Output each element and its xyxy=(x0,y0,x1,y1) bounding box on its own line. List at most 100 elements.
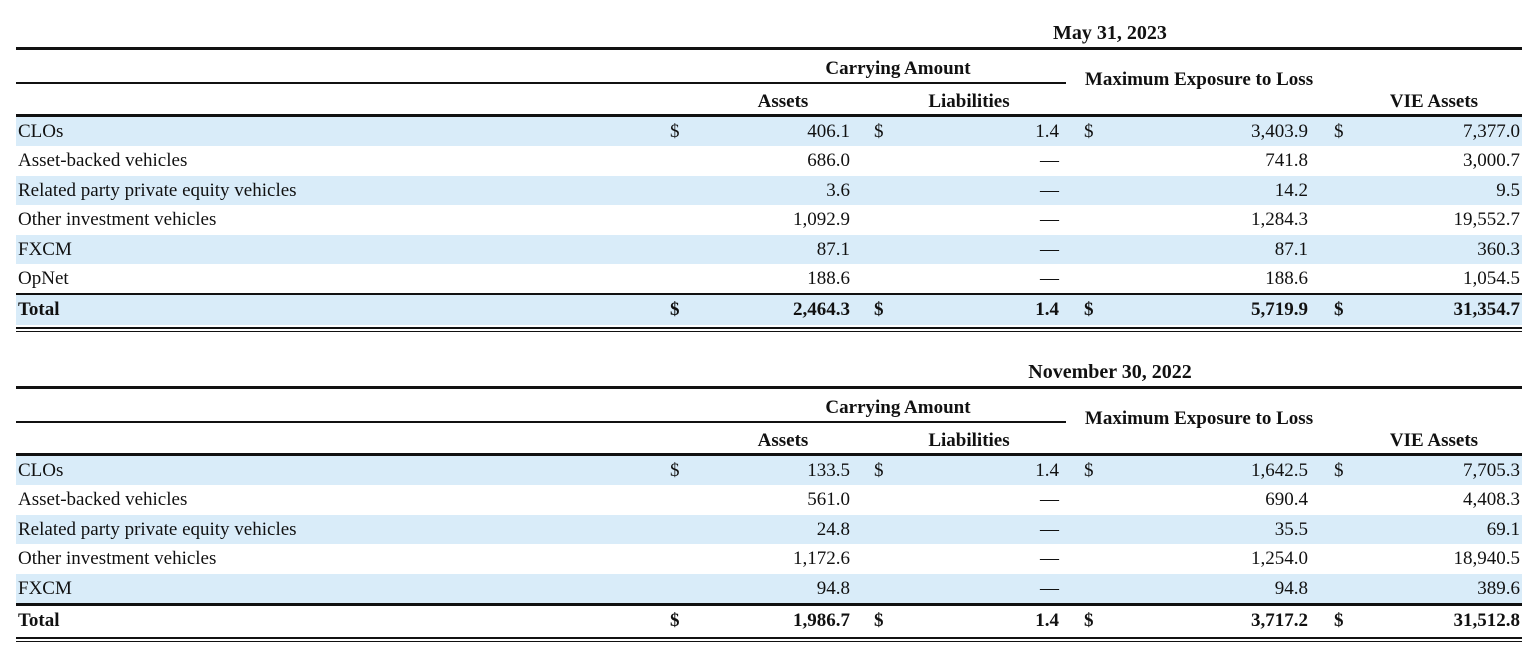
currency-symbol: $ xyxy=(874,121,884,142)
liabilities-value: — xyxy=(1040,150,1059,172)
row-label: CLOs xyxy=(18,121,64,142)
assets-value: 94.8 xyxy=(816,577,850,599)
table-row: CLOs $ 406.1 $ 1.4 $ 3,403.9 $ 7,377.0 xyxy=(16,117,1522,147)
carrying-amount-header: Carrying Amount xyxy=(825,397,971,418)
max-exposure-value: 35.5 xyxy=(1274,518,1308,540)
double-rule-top xyxy=(16,637,1522,640)
assets-value: 1,172.6 xyxy=(793,548,850,570)
liabilities-value: — xyxy=(1040,209,1059,231)
assets-value: 24.8 xyxy=(816,518,850,540)
liabilities-header: Liabilities xyxy=(928,91,1010,112)
max-exposure-value: 1,642.5 xyxy=(1251,460,1308,481)
table-row: FXCM 94.8 — 94.8 389.6 xyxy=(16,573,1522,603)
max-exposure-value: 690.4 xyxy=(1265,489,1308,511)
assets-total: 1,986.7 xyxy=(793,609,850,631)
assets-value: 87.1 xyxy=(816,238,850,260)
liabilities-value: 1.4 xyxy=(1035,121,1059,142)
currency-symbol: $ xyxy=(1084,121,1094,142)
row-label: FXCM xyxy=(18,577,72,599)
column-header-rule xyxy=(16,453,1522,456)
period-title: November 30, 2022 xyxy=(1028,361,1192,383)
max-exposure-header: Maximum Exposure to Loss xyxy=(1084,408,1314,429)
currency-symbol: $ xyxy=(1084,460,1094,481)
carrying-amount-rule xyxy=(16,421,1066,423)
table-row: OpNet 188.6 — 188.6 1,054.5 xyxy=(16,264,1522,293)
period-title: May 31, 2023 xyxy=(1053,22,1167,44)
table-row: Other investment vehicles 1,172.6 — 1,25… xyxy=(16,544,1522,573)
row-label: Related party private equity vehicles xyxy=(18,518,297,540)
assets-header: Assets xyxy=(757,91,809,112)
max-exposure-value: 1,254.0 xyxy=(1251,548,1308,570)
liabilities-value: — xyxy=(1040,267,1059,289)
assets-total: 2,464.3 xyxy=(793,299,850,321)
vie-assets-total: 31,512.8 xyxy=(1453,609,1521,631)
vie-assets-value: 1,054.5 xyxy=(1463,267,1520,289)
vie-assets-value: 360.3 xyxy=(1477,238,1520,260)
currency-symbol: $ xyxy=(1084,299,1094,321)
vie-assets-value: 7,705.3 xyxy=(1463,460,1520,481)
max-exposure-value: 1,284.3 xyxy=(1251,209,1308,231)
total-rule xyxy=(16,293,1522,296)
row-label: Asset-backed vehicles xyxy=(18,489,188,511)
double-rule-bottom xyxy=(16,641,1522,643)
carrying-amount-rule xyxy=(16,82,1066,84)
row-label: CLOs xyxy=(18,460,64,481)
header-rule xyxy=(16,47,1522,50)
liabilities-value: — xyxy=(1040,518,1059,540)
assets-value: 686.0 xyxy=(807,150,850,172)
liabilities-header: Liabilities xyxy=(928,430,1010,451)
currency-symbol: $ xyxy=(1334,299,1344,321)
max-exposure-total: 3,717.2 xyxy=(1251,609,1308,631)
total-label: Total xyxy=(18,299,60,321)
table-row: Asset-backed vehicles 686.0 — 741.8 3,00… xyxy=(16,146,1522,175)
row-label: Other investment vehicles xyxy=(18,209,217,231)
data-rows: CLOs $ 133.5 $ 1.4 $ 1,642.5 $ 7,705.3 A… xyxy=(16,456,1522,643)
vie-assets-value: 18,940.5 xyxy=(1453,548,1521,570)
table-row: CLOs $ 133.5 $ 1.4 $ 1,642.5 $ 7,705.3 xyxy=(16,456,1522,486)
total-label: Total xyxy=(18,609,60,631)
total-row: Total $ 1,986.7 $ 1.4 $ 3,717.2 $ 31,512… xyxy=(16,606,1522,635)
currency-symbol: $ xyxy=(874,299,884,321)
carrying-amount-header: Carrying Amount xyxy=(825,58,971,79)
assets-value: 561.0 xyxy=(807,489,850,511)
vie-assets-value: 7,377.0 xyxy=(1463,121,1520,142)
liabilities-value: — xyxy=(1040,489,1059,511)
assets-value: 188.6 xyxy=(807,267,850,289)
liabilities-value: — xyxy=(1040,577,1059,599)
row-label: Asset-backed vehicles xyxy=(18,150,188,172)
currency-symbol: $ xyxy=(670,460,680,481)
liabilities-value: 1.4 xyxy=(1035,460,1059,481)
currency-symbol: $ xyxy=(874,460,884,481)
liabilities-value: — xyxy=(1040,179,1059,201)
max-exposure-value: 741.8 xyxy=(1265,150,1308,172)
row-label: OpNet xyxy=(18,267,69,289)
vie-assets-total: 31,354.7 xyxy=(1453,299,1521,321)
vie-assets-value: 389.6 xyxy=(1477,577,1520,599)
double-rule-top xyxy=(16,326,1522,329)
double-rule-bottom xyxy=(16,330,1522,332)
total-rule xyxy=(16,602,1522,606)
currency-symbol: $ xyxy=(1334,121,1344,142)
liabilities-total: 1.4 xyxy=(1035,609,1059,631)
vie-assets-header: VIE Assets xyxy=(1389,91,1479,112)
total-row: Total $ 2,464.3 $ 1.4 $ 5,719.9 $ 31,354… xyxy=(16,295,1522,325)
header-rule xyxy=(16,386,1522,389)
vie-assets-value: 69.1 xyxy=(1486,518,1520,540)
vie-assets-value: 19,552.7 xyxy=(1453,209,1521,231)
max-exposure-value: 188.6 xyxy=(1265,267,1308,289)
currency-symbol: $ xyxy=(1084,609,1094,631)
currency-symbol: $ xyxy=(874,609,884,631)
table-row: Asset-backed vehicles 561.0 — 690.4 4,40… xyxy=(16,485,1522,514)
row-label: Other investment vehicles xyxy=(18,548,217,570)
table-row: Related party private equity vehicles 3.… xyxy=(16,175,1522,206)
max-exposure-header: Maximum Exposure to Loss xyxy=(1084,69,1314,90)
row-label: FXCM xyxy=(18,238,72,260)
currency-symbol: $ xyxy=(670,121,680,142)
vie-assets-value: 9.5 xyxy=(1496,179,1520,201)
liabilities-value: — xyxy=(1040,238,1059,260)
max-exposure-total: 5,719.9 xyxy=(1251,299,1308,321)
assets-value: 1,092.9 xyxy=(793,209,850,231)
liabilities-total: 1.4 xyxy=(1035,299,1059,321)
vie-assets-value: 4,408.3 xyxy=(1463,489,1520,511)
max-exposure-value: 3,403.9 xyxy=(1251,121,1308,142)
